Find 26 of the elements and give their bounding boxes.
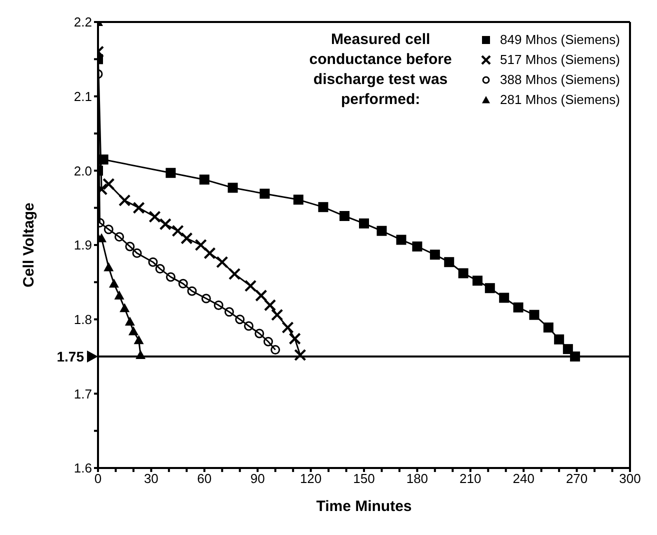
x-tick-label: 90 bbox=[250, 471, 265, 486]
legend-label: 388 Mhos (Siemens) bbox=[500, 71, 620, 89]
x-tick-label: 0 bbox=[94, 471, 102, 486]
ref-line-label: 1.75 bbox=[56, 348, 84, 364]
x-tick-label: 210 bbox=[460, 471, 482, 486]
x-tick-label: 270 bbox=[566, 471, 588, 486]
x-tick-label: 300 bbox=[619, 471, 641, 486]
y-tick-label: 1.9 bbox=[74, 238, 92, 253]
legend-label: 849 Mhos (Siemens) bbox=[500, 31, 620, 49]
x-tick-label: 150 bbox=[353, 471, 375, 486]
x-tick-label: 30 bbox=[144, 471, 158, 486]
x-tick-label: 180 bbox=[406, 471, 428, 486]
y-tick-label: 2.0 bbox=[74, 163, 92, 178]
legend-label: 281 Mhos (Siemens) bbox=[500, 91, 620, 109]
y-tick-label: 1.7 bbox=[74, 386, 92, 402]
legend-title: Measured cell conductance before discharge test was performed: bbox=[308, 30, 453, 110]
legend-label: 517 Mhos (Siemens) bbox=[500, 51, 620, 69]
y-tick-label: 1.8 bbox=[74, 312, 92, 327]
x-tick-label: 60 bbox=[197, 471, 212, 486]
y-axis-title: Cell Voltage bbox=[20, 202, 38, 288]
y-tick-label: 2.1 bbox=[74, 88, 92, 104]
y-tick-label: 1.6 bbox=[74, 460, 92, 476]
x-tick-label: 240 bbox=[512, 471, 534, 486]
x-axis-title: Time Minutes bbox=[316, 498, 412, 515]
x-tick-label: 120 bbox=[300, 471, 322, 486]
y-tick-label: 2.2 bbox=[74, 14, 92, 30]
